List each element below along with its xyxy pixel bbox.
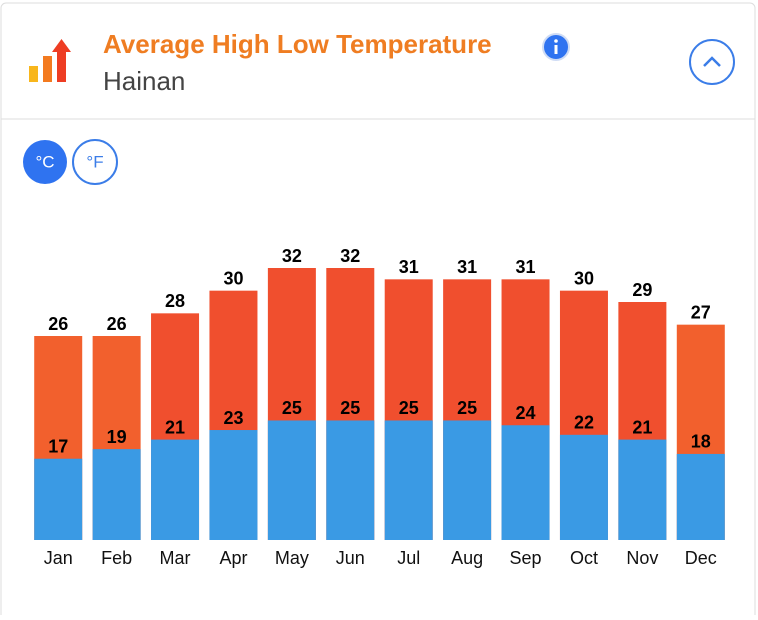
unit-f-button[interactable]: [72, 139, 118, 185]
value-label: 25: [399, 398, 419, 418]
value-label: 26: [107, 314, 127, 334]
bar-low: [443, 420, 492, 540]
bar-low: [559, 434, 608, 540]
bar-low: [326, 420, 375, 540]
subtitle: Hainan: [103, 66, 185, 96]
x-tick-label: Jul: [397, 548, 420, 568]
value-label: 25: [457, 398, 477, 418]
value-label: 21: [165, 417, 185, 437]
value-label: 30: [223, 268, 243, 288]
x-tick-label: Dec: [685, 548, 717, 568]
title: Average High Low Temperature: [103, 29, 492, 59]
bar-low: [384, 420, 433, 540]
x-tick-label: Nov: [626, 548, 658, 568]
bar-low: [151, 439, 200, 540]
bar-low: [501, 425, 550, 540]
value-label: 27: [691, 302, 711, 322]
value-label: 17: [48, 436, 68, 456]
value-label: 23: [223, 408, 243, 428]
x-tick-label: Aug: [451, 548, 483, 568]
value-label: 26: [48, 314, 68, 334]
x-tick-label: Jan: [44, 548, 73, 568]
bar-low: [34, 458, 83, 540]
unit-c-button[interactable]: [23, 140, 67, 184]
value-label: 18: [691, 432, 711, 452]
value-label: 21: [632, 417, 652, 437]
value-label: 32: [282, 246, 302, 266]
x-tick-label: Oct: [570, 548, 598, 568]
value-label: 29: [632, 280, 652, 300]
value-label: 31: [457, 257, 477, 277]
x-tick-label: Jun: [336, 548, 365, 568]
value-label: 19: [107, 427, 127, 447]
bar-low: [92, 449, 141, 540]
unit-f-label[interactable]: °F: [86, 152, 103, 171]
value-label: 25: [282, 398, 302, 418]
value-label: 22: [574, 413, 594, 433]
bar-low: [676, 453, 725, 540]
bar-low: [267, 420, 316, 540]
value-label: 28: [165, 291, 185, 311]
value-label: 24: [516, 403, 536, 423]
header-icon: [29, 39, 71, 82]
value-label: 30: [574, 268, 594, 288]
unit-c-label[interactable]: °C: [35, 152, 54, 171]
x-tick-label: May: [275, 548, 309, 568]
x-tick-label: Feb: [101, 548, 132, 568]
value-label: 31: [516, 257, 536, 277]
value-label: 25: [340, 398, 360, 418]
bar-low: [209, 430, 258, 540]
collapse-button[interactable]: [689, 39, 735, 85]
value-label: 31: [399, 257, 419, 277]
value-label: 32: [340, 246, 360, 266]
x-tick-label: Sep: [510, 548, 542, 568]
bar-low: [618, 439, 667, 540]
x-tick-label: Apr: [219, 548, 247, 568]
info-icon[interactable]: [542, 33, 570, 61]
x-tick-label: Mar: [160, 548, 191, 568]
